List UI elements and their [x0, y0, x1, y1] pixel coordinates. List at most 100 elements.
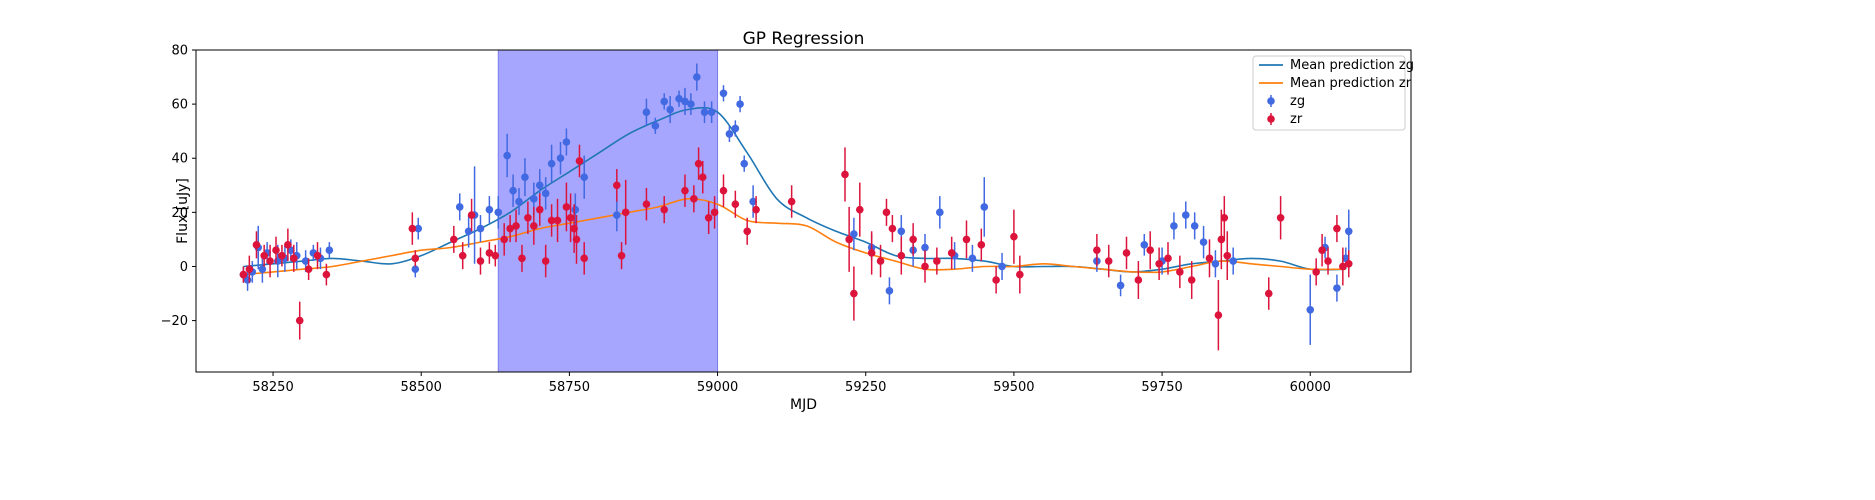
data-point — [719, 186, 728, 195]
data-point — [530, 222, 538, 230]
data-point — [888, 224, 897, 233]
data-point — [524, 213, 532, 222]
x-tick-label: 58250 — [252, 380, 293, 395]
data-point — [485, 249, 494, 257]
data-point — [535, 181, 544, 190]
legend-marker-zg — [1267, 95, 1275, 107]
data-point — [535, 205, 544, 214]
data-point — [245, 265, 254, 273]
data-point — [258, 265, 267, 273]
data-point — [414, 224, 423, 233]
data-point — [947, 249, 956, 257]
data-point — [1211, 259, 1220, 268]
data-point — [736, 100, 744, 108]
data-point — [749, 197, 757, 206]
data-point — [681, 186, 689, 195]
legend: Mean prediction zg Mean prediction zr zg… — [1252, 55, 1414, 131]
legend-label-zr: zr — [1290, 112, 1303, 127]
data-point — [642, 108, 651, 117]
data-point — [467, 211, 476, 219]
data-point — [617, 251, 626, 260]
legend-label-zg: zg — [1290, 94, 1305, 109]
x-tick-label: 59250 — [845, 380, 886, 395]
data-point — [580, 254, 589, 263]
data-point — [411, 254, 420, 263]
data-point — [518, 254, 526, 263]
chart-title: GP Regression — [743, 29, 865, 49]
data-points — [239, 63, 1353, 351]
data-point — [666, 105, 674, 114]
data-point — [1344, 227, 1353, 236]
data-point — [455, 203, 464, 211]
data-point — [725, 130, 734, 138]
data-point — [690, 195, 698, 203]
data-point — [660, 205, 669, 214]
data-point — [278, 251, 286, 260]
data-point — [731, 200, 740, 209]
data-point — [575, 157, 584, 165]
data-point — [1217, 235, 1226, 244]
y-tick-label: 20 — [171, 206, 188, 221]
y-axis-ticks: −20 0 20 40 60 80 — [161, 44, 196, 329]
data-point — [933, 257, 941, 265]
data-point — [325, 246, 334, 255]
x-tick-label: 59000 — [697, 380, 738, 395]
data-point — [239, 270, 248, 279]
data-point — [921, 243, 929, 252]
data-point — [876, 257, 885, 265]
data-point — [503, 151, 511, 160]
data-point — [562, 138, 571, 146]
data-point — [562, 203, 571, 211]
data-point — [476, 257, 485, 265]
data-point — [464, 227, 473, 236]
data-point — [921, 262, 929, 271]
data-point — [1181, 211, 1190, 219]
data-point — [897, 227, 906, 236]
x-axis-label: MJD — [790, 397, 817, 413]
data-point — [547, 159, 556, 168]
data-point — [752, 205, 760, 214]
data-point — [897, 251, 906, 260]
data-point — [1176, 268, 1184, 276]
data-point — [651, 121, 660, 130]
y-tick-label: 0 — [180, 260, 188, 275]
data-point — [731, 124, 740, 133]
data-point — [1170, 222, 1178, 230]
x-tick-label: 59750 — [1141, 380, 1182, 395]
data-point — [909, 235, 917, 244]
data-point — [882, 208, 891, 217]
data-point — [1333, 284, 1341, 292]
data-point — [289, 254, 298, 263]
data-point — [856, 205, 864, 214]
data-point — [1016, 270, 1024, 279]
data-point — [700, 108, 709, 117]
data-point — [1093, 246, 1101, 255]
data-point — [509, 186, 517, 195]
data-point — [1264, 289, 1273, 298]
data-point — [841, 170, 849, 179]
y-tick-label: 40 — [171, 152, 188, 167]
data-point — [521, 173, 529, 181]
data-point — [977, 241, 986, 249]
data-point — [506, 224, 514, 233]
data-point — [476, 224, 485, 233]
data-point — [1229, 257, 1237, 265]
data-point — [515, 197, 523, 206]
data-point — [1205, 254, 1214, 263]
data-point — [698, 173, 707, 181]
y-tick-label: −20 — [161, 314, 188, 329]
y-tick-label: 60 — [171, 98, 188, 113]
data-point — [1122, 249, 1131, 257]
data-point — [500, 235, 508, 244]
data-point — [252, 241, 261, 249]
x-axis-ticks: 58250 58500 58750 59000 59250 59500 59750 60000 — [252, 372, 1331, 395]
data-point — [719, 89, 728, 98]
data-point — [512, 222, 520, 230]
plot-frame — [195, 49, 1412, 373]
data-point — [1134, 276, 1143, 284]
data-point — [494, 208, 503, 217]
data-point — [1220, 213, 1229, 222]
data-point — [571, 205, 580, 214]
data-point — [621, 208, 630, 217]
